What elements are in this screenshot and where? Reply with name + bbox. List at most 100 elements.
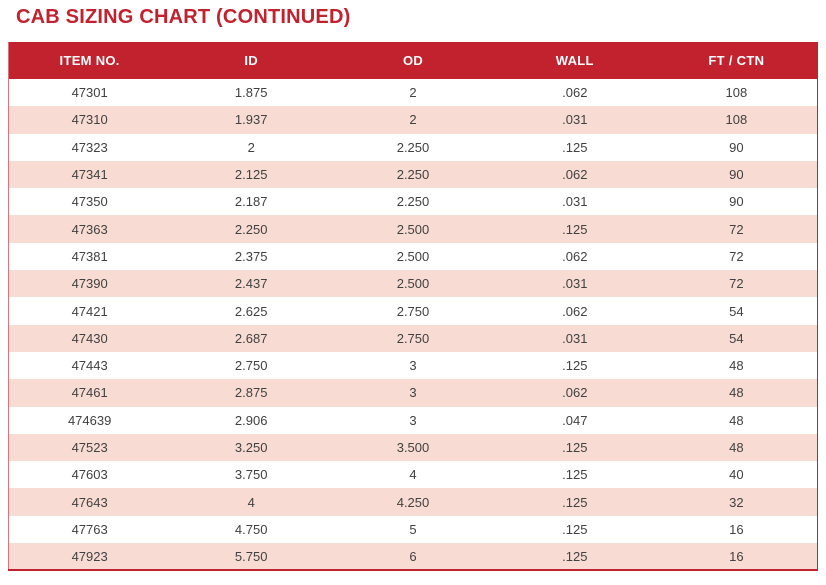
- table-cell: .031: [562, 194, 588, 210]
- table-cell: .125: [562, 494, 588, 510]
- table-cell: 47323: [71, 139, 108, 155]
- table-cell: 6: [409, 548, 417, 564]
- cab-sizing-table: ITEM NO. ID OD WALL FT / CTN 47301 1.875 2 .062…: [8, 42, 818, 572]
- table-row: 47523 3.250 3.500 .125 48: [8, 433, 818, 462]
- table-cell: 5: [409, 521, 417, 537]
- table-cell: .062: [562, 385, 588, 401]
- table-cell: 2.500: [396, 221, 430, 237]
- table-cell: .031: [562, 112, 588, 128]
- table-cell: 47430: [71, 330, 108, 346]
- table-row: 47430 2.687 2.750 .031 54: [8, 324, 818, 352]
- table-row: 47350 2.187 2.250 .031 90: [8, 188, 818, 216]
- table-cell: 3: [409, 358, 417, 374]
- table-cell: 1.937: [234, 112, 268, 128]
- table-cell: .125: [562, 440, 588, 455]
- table-row: 47341 2.125 2.250 .062 90: [8, 160, 818, 189]
- table-row: 47443 2.750 3 .125 48: [8, 351, 818, 380]
- table-cell: 47461: [71, 385, 108, 401]
- table-cell: 2.750: [396, 303, 430, 319]
- table-row: 474639 2.906 3 .047 48: [8, 406, 818, 434]
- table-cell: 4.250: [396, 494, 430, 510]
- table-cell: 5.750: [234, 548, 268, 564]
- table-cell: 47363: [71, 221, 108, 237]
- table-cell: .125: [562, 548, 588, 564]
- table-cell: 48: [729, 440, 744, 455]
- table-cell: 47443: [71, 358, 108, 374]
- table-row: 47390 2.437 2.500 .031 72: [8, 270, 818, 298]
- table-header-row: ITEM NO. ID OD WALL FT / CTN: [8, 42, 818, 79]
- table-cell: 1.875: [234, 85, 268, 101]
- table-cell: 4: [247, 494, 255, 510]
- table-cell: 2.687: [234, 330, 268, 346]
- table-cell: 47310: [71, 112, 108, 128]
- table-cell: .062: [562, 303, 588, 319]
- table-cell: 32: [729, 494, 744, 510]
- table-cell: 40: [729, 467, 744, 483]
- table-cell: 2: [409, 85, 417, 101]
- table-cell: 90: [729, 194, 744, 210]
- table-cell: 2.250: [396, 139, 430, 155]
- table-cell: 47301: [71, 85, 108, 101]
- table-cell: 2.500: [396, 248, 430, 264]
- table-cell: 47603: [71, 467, 108, 483]
- table-row: 47323 2 2.250 .125 90: [8, 133, 818, 161]
- table-cell: 2: [409, 112, 417, 128]
- table-cell: .031: [562, 330, 588, 346]
- table-cell: 2.906: [234, 412, 268, 428]
- column-header: ID: [170, 42, 333, 79]
- table-cell: .062: [562, 85, 588, 101]
- table-cell: 72: [729, 276, 744, 292]
- table-cell: 48: [729, 385, 744, 401]
- table-cell: 2.187: [234, 194, 268, 210]
- table-cell: 108: [725, 85, 748, 101]
- table-cell: 2.500: [396, 276, 430, 292]
- table-cell: 4.750: [234, 521, 268, 537]
- table-header: ITEM NO. ID OD WALL FT / CTN: [8, 42, 818, 79]
- table-cell: 47923: [71, 548, 108, 564]
- table-cell: 72: [729, 248, 744, 264]
- table-cell: 4: [409, 467, 417, 483]
- table-cell: 47381: [71, 248, 108, 264]
- table-cell: .047: [562, 412, 588, 428]
- table-cell: 47350: [71, 194, 108, 210]
- table-cell: 90: [729, 167, 744, 183]
- table-cell: .125: [562, 358, 588, 374]
- table-cell: .125: [562, 221, 588, 237]
- table-cell: .031: [562, 276, 588, 292]
- table-cell: 2.375: [234, 248, 268, 264]
- table-cell: 3.250: [234, 440, 268, 455]
- table-cell: 54: [729, 330, 744, 346]
- table-row: 47363 2.250 2.500 .125 72: [8, 215, 818, 243]
- table-cell: .062: [562, 167, 588, 183]
- table-cell: 2.437: [234, 276, 268, 292]
- column-header: OD: [332, 42, 494, 79]
- table-body: 47301 1.875 2 .062 108 47310 1.937 2 .031 108 4732…: [8, 79, 818, 571]
- table-cell: 2.750: [396, 330, 430, 346]
- table-cell: 47341: [71, 167, 108, 183]
- table-cell: 47523: [71, 440, 108, 455]
- table-row: 47643 4 4.250 .125 32: [8, 488, 818, 516]
- table-cell: 54: [729, 303, 744, 319]
- table-cell: 72: [729, 221, 744, 237]
- table-cell: 2.750: [234, 358, 268, 374]
- column-header: WALL: [493, 42, 656, 79]
- table-cell: .125: [562, 139, 588, 155]
- column-header: ITEM NO.: [8, 42, 171, 79]
- table-row: 47603 3.750 4 .125 40: [8, 461, 818, 489]
- table-cell: 2.625: [234, 303, 268, 319]
- table-cell: 90: [729, 139, 744, 155]
- table-row: 47310 1.937 2 .031 108: [8, 106, 818, 134]
- table-cell: .062: [562, 248, 588, 264]
- table-cell: 47421: [71, 303, 108, 319]
- table-cell: 16: [729, 548, 744, 564]
- table-cell: 3.750: [234, 467, 268, 483]
- table-cell: 3: [409, 385, 417, 401]
- table-cell: 47763: [71, 521, 108, 537]
- table-cell: 2.250: [396, 194, 430, 210]
- table-row: 47421 2.625 2.750 .062 54: [8, 297, 818, 325]
- table-row: 47381 2.375 2.500 .062 72: [8, 242, 818, 271]
- page-title: CAB SIZING CHART (CONTINUED): [16, 6, 351, 28]
- table-cell: 2.250: [234, 221, 268, 237]
- table-cell: 47390: [71, 276, 108, 292]
- table-cell: 108: [725, 112, 748, 128]
